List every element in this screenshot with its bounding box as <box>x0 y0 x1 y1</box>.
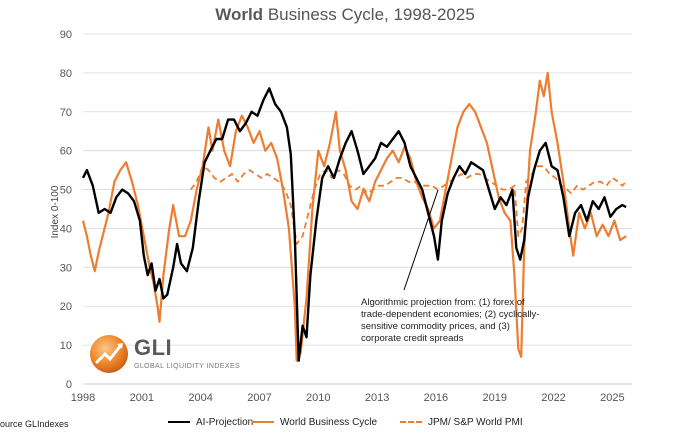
series-lines <box>81 71 627 362</box>
legend-swatch-ai <box>168 421 190 424</box>
x-tick-label: 2022 <box>541 392 565 404</box>
gridlines <box>83 33 632 385</box>
annotation-pointer <box>403 189 439 291</box>
legend-item-ai: AI-Projection <box>168 417 253 428</box>
y-tick-label: 10 <box>60 340 72 352</box>
x-axis: 1998 2001 2004 2007 2010 2013 2016 2019 2022 2025 <box>71 392 625 404</box>
y-tick-label: 30 <box>60 262 72 274</box>
x-tick-label: 2007 <box>247 392 271 404</box>
y-tick-label: 20 <box>60 301 72 313</box>
x-tick-label: 1998 <box>71 392 95 404</box>
annotation-text: Algorithmic projection from: (1) forex o… <box>361 297 540 344</box>
y-axis: 0 10 20 30 40 50 60 70 80 90 <box>60 29 72 391</box>
x-tick-label: 2013 <box>365 392 389 404</box>
y-tick-label: 50 <box>60 185 72 197</box>
source-label: ource GLIndexes <box>0 419 69 429</box>
legend-label-ai: AI-Projection <box>196 417 254 428</box>
y-tick-label: 0 <box>66 379 72 391</box>
y-tick-label: 80 <box>60 68 72 80</box>
x-tick-label: 2001 <box>130 392 154 404</box>
y-tick-label: 40 <box>60 223 72 235</box>
gli-logo-subtitle: GLOBAL LIQUIDITY INDEXES <box>134 363 241 370</box>
legend-label-wbc: World Business Cycle <box>280 417 378 428</box>
legend-item-wbc: World Business Cycle <box>252 417 377 428</box>
legend-swatch-pmi <box>400 421 422 424</box>
x-tick-label: 2025 <box>600 392 624 404</box>
legend: AI-Projection World Business Cycle JPM/ … <box>168 417 688 431</box>
gli-logo: GLI GLOBAL LIQUIDITY INDEXES <box>88 333 268 378</box>
series-line-solid-orange <box>81 71 627 362</box>
x-tick-label: 2019 <box>483 392 507 404</box>
y-axis-label: Index 0-100 <box>50 185 61 238</box>
title-bold: World <box>215 5 264 24</box>
legend-item-pmi: JPM/ S&P World PMI <box>400 417 523 428</box>
legend-swatch-wbc <box>252 421 274 424</box>
chart-title: World Business Cycle, 1998-2025 <box>0 5 690 25</box>
y-tick-label: 70 <box>60 107 72 119</box>
legend-label-pmi: JPM/ S&P World PMI <box>428 417 523 428</box>
y-tick-label: 60 <box>60 146 72 158</box>
x-tick-label: 2004 <box>188 392 212 404</box>
gli-logo-name: GLI <box>134 335 173 360</box>
series-line-dashed-orange <box>190 165 627 245</box>
x-tick-label: 2016 <box>424 392 448 404</box>
title-rest: Business Cycle, 1998-2025 <box>267 5 475 24</box>
gli-logo-icon <box>90 335 128 373</box>
series-line-solid-black <box>81 87 627 362</box>
x-tick-label: 2010 <box>306 392 330 404</box>
y-tick-label: 90 <box>60 29 72 41</box>
